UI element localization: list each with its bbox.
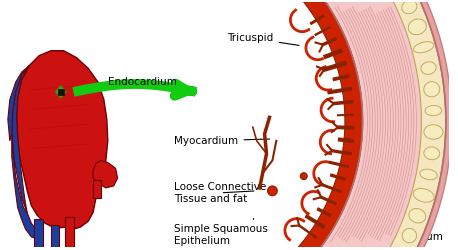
Ellipse shape [421, 62, 436, 74]
Polygon shape [371, 0, 452, 250]
Polygon shape [93, 160, 118, 188]
Text: Simple Squamous
Epithelium: Simple Squamous Epithelium [174, 218, 268, 246]
Polygon shape [12, 66, 29, 214]
Ellipse shape [414, 42, 434, 53]
Polygon shape [34, 219, 43, 247]
Polygon shape [65, 217, 75, 247]
Ellipse shape [424, 125, 443, 139]
Text: Myocardium: Myocardium [174, 136, 270, 146]
Ellipse shape [267, 186, 277, 196]
Ellipse shape [413, 188, 434, 202]
Polygon shape [16, 51, 108, 229]
Polygon shape [51, 225, 59, 247]
Text: Endocardium: Endocardium [374, 206, 443, 242]
Ellipse shape [300, 173, 307, 180]
Ellipse shape [425, 106, 442, 116]
Polygon shape [358, 0, 446, 250]
Text: Loose Connective
Tissue and fat: Loose Connective Tissue and fat [174, 182, 267, 204]
Ellipse shape [409, 208, 426, 223]
Polygon shape [8, 66, 29, 141]
Polygon shape [12, 134, 41, 239]
Polygon shape [55, 85, 66, 99]
Text: Endocardium: Endocardium [108, 77, 177, 87]
Polygon shape [58, 89, 64, 95]
Polygon shape [308, 0, 446, 250]
Ellipse shape [424, 147, 440, 160]
Polygon shape [295, 0, 363, 250]
Ellipse shape [420, 169, 437, 180]
Ellipse shape [402, 228, 416, 243]
Polygon shape [93, 180, 101, 198]
Ellipse shape [402, 0, 417, 14]
Text: Tricuspid: Tricuspid [227, 33, 299, 46]
Ellipse shape [424, 82, 440, 97]
Ellipse shape [408, 19, 426, 35]
